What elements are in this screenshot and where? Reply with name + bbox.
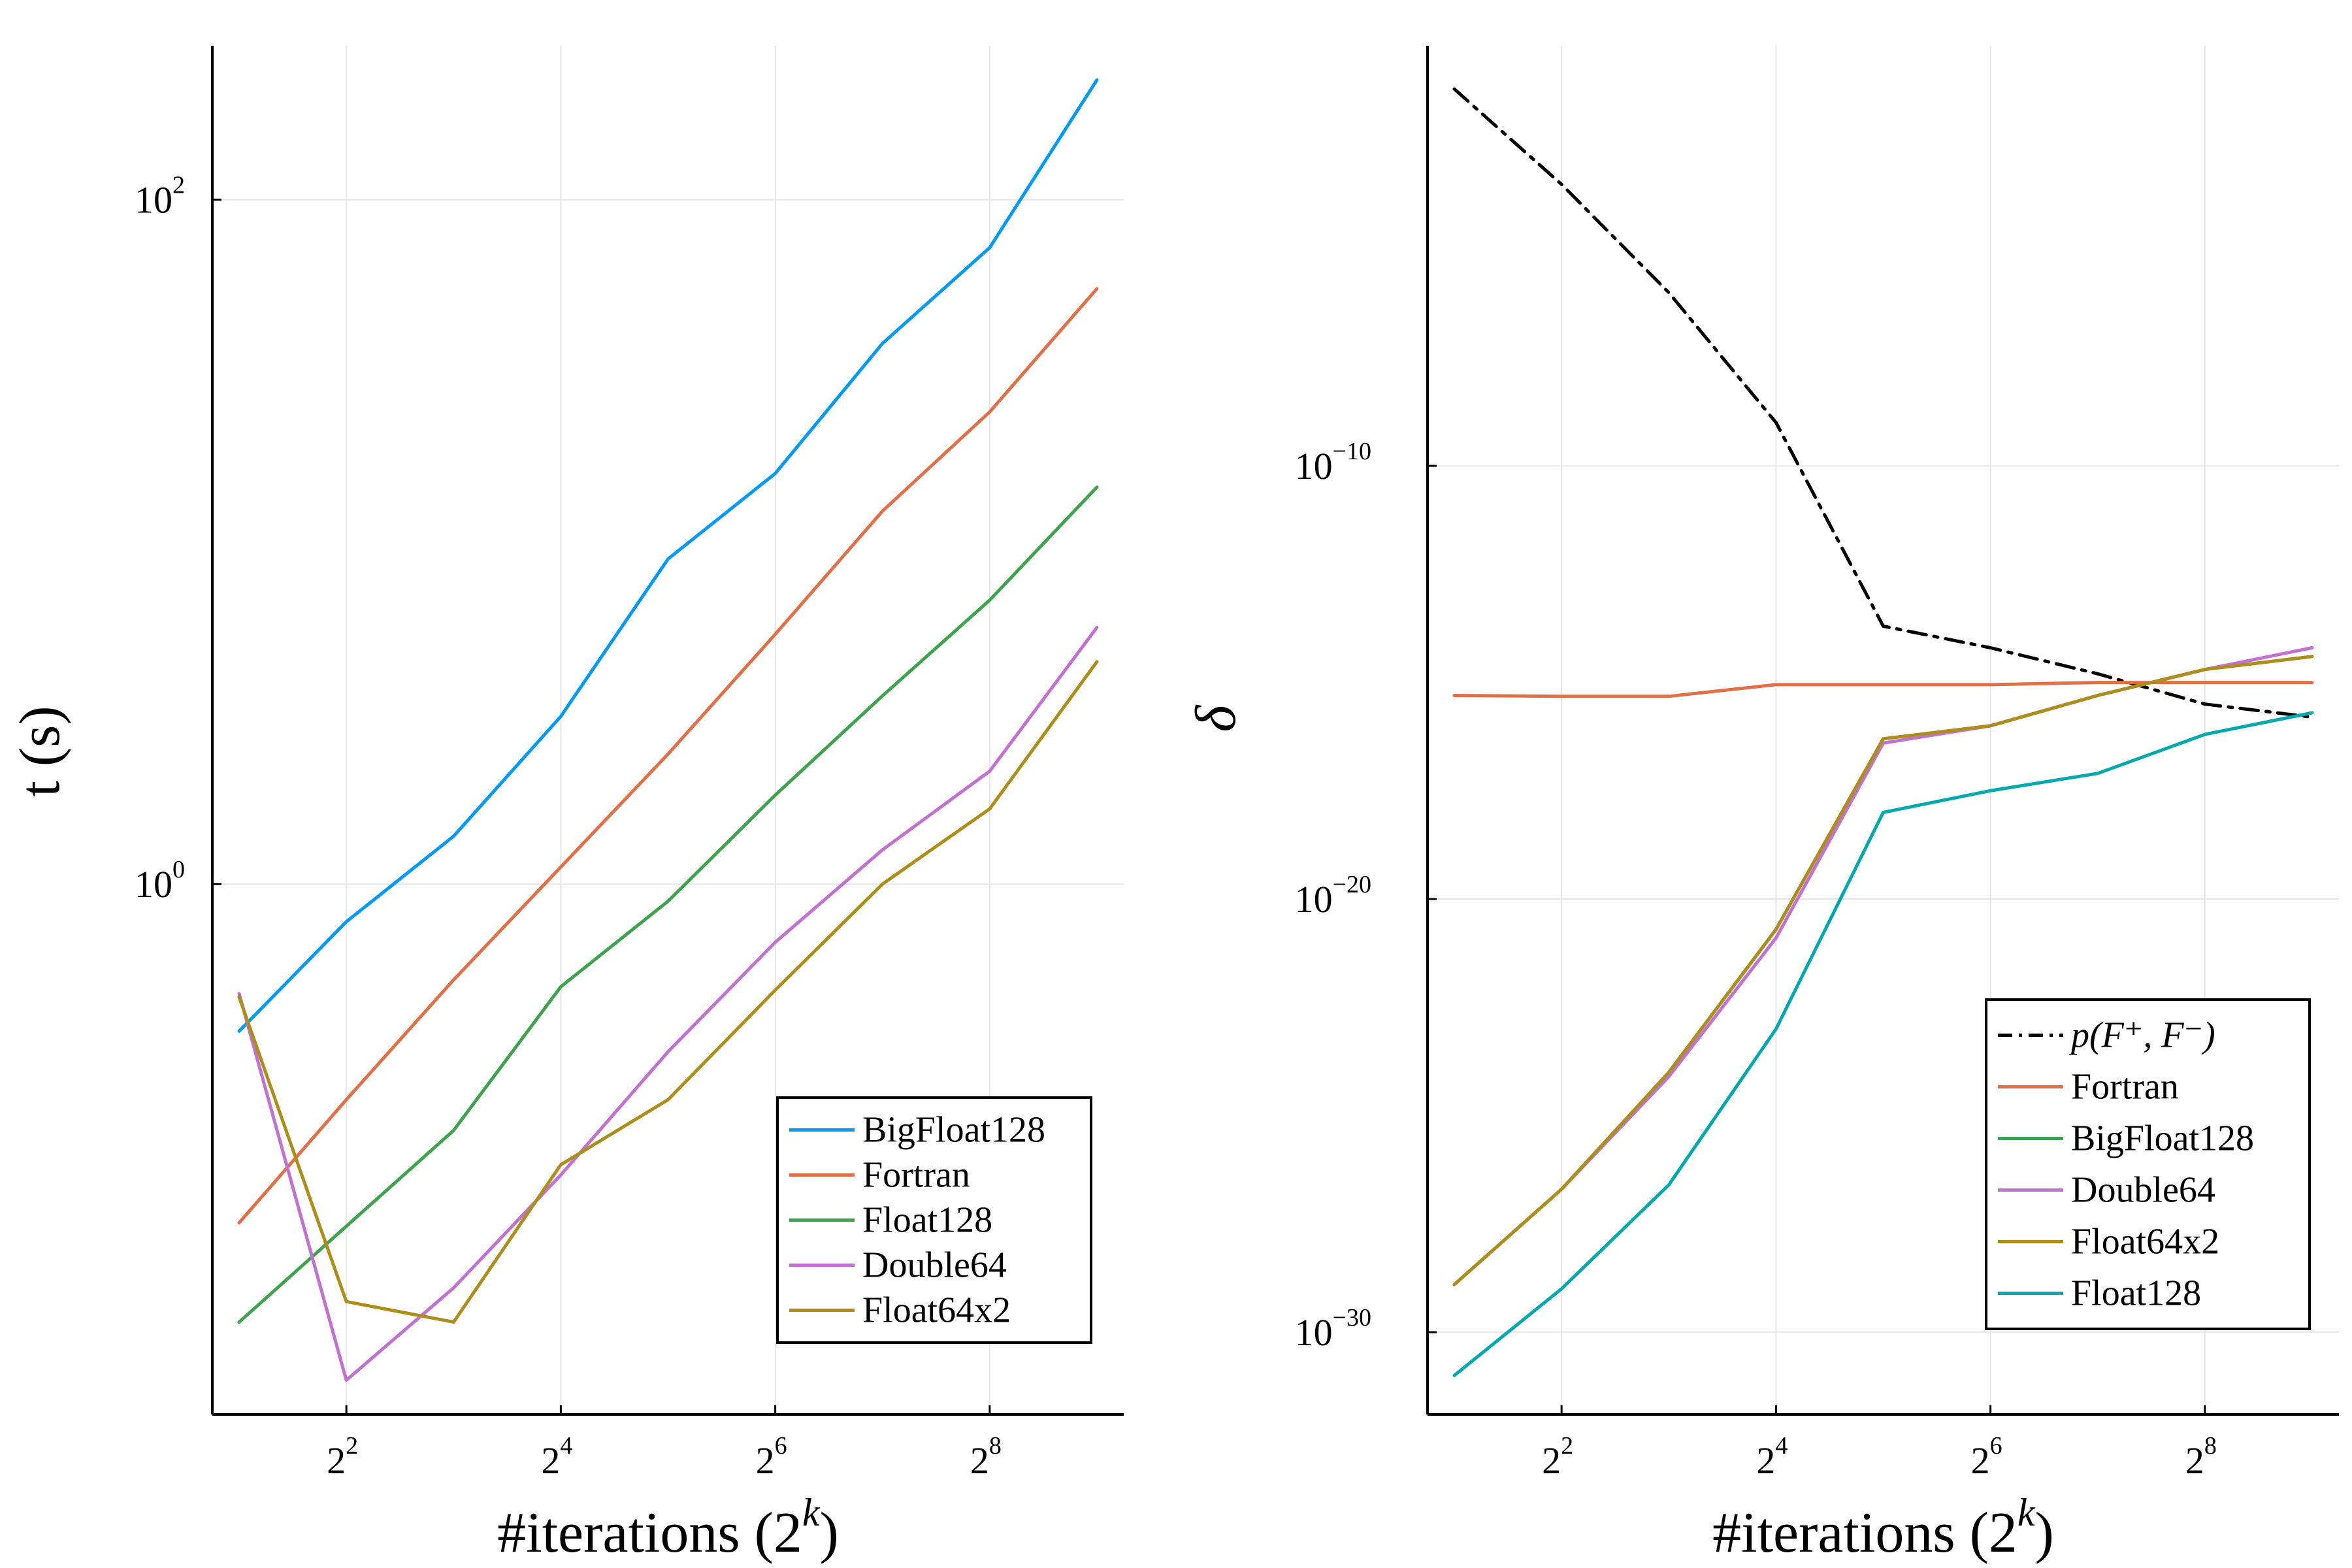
legend-label: Float64x2 <box>2071 1222 2219 1262</box>
x-axis-label: #iterations (2k) <box>1712 1491 2054 1565</box>
legend-label: BigFloat128 <box>862 1110 1045 1151</box>
series-line-float128 <box>237 485 1099 1324</box>
chart-panel-2: 22 24 26 28 10−30 10−20 10−10 #iterations (2k) δ… <box>1184 46 2339 1565</box>
series-line-double64 <box>237 625 1099 1382</box>
legend-label: Double64 <box>2071 1170 2215 1211</box>
x-tick-label: 26 <box>756 1432 787 1482</box>
legend-label: Float64x2 <box>862 1290 1011 1331</box>
legend-label: p(F⁺, F⁻) <box>2068 1015 2215 1056</box>
x-tick-label: 26 <box>1971 1432 2002 1482</box>
x-tick-label: 22 <box>1542 1432 1573 1482</box>
series-line-p-f-f- <box>1452 87 2314 719</box>
y-tick-label: 100 <box>135 856 185 906</box>
y-tick-label: 102 <box>135 172 185 221</box>
x-tick-label: 24 <box>1756 1432 1788 1482</box>
legend-label: Double64 <box>862 1245 1007 1286</box>
legend-box <box>1985 998 2311 1330</box>
legend: BigFloat128FortranFloat128Double64Float6… <box>776 1096 1092 1344</box>
y-tick-label: 10−30 <box>1295 1304 1371 1354</box>
legend-label: Fortran <box>862 1155 970 1196</box>
x-tick-label: 22 <box>327 1432 358 1482</box>
legend-label: Float128 <box>862 1200 992 1241</box>
legend-label: Fortran <box>2071 1067 2179 1107</box>
x-tick-label: 28 <box>2185 1432 2217 1482</box>
chart-panel-1: 22 24 26 28 100 102 #iterations (2k) t (s) BigFl… <box>8 46 1124 1565</box>
series-line-fortran <box>1452 681 2314 698</box>
legend-label: Float128 <box>2071 1273 2201 1314</box>
y-tick-label: 10−10 <box>1295 438 1371 487</box>
series-line-float64x2 <box>1452 655 2314 1286</box>
y-axis-label: t (s) <box>8 706 72 796</box>
legend-label: BigFloat128 <box>2071 1119 2254 1159</box>
y-tick-label: 10−20 <box>1295 871 1371 921</box>
series-line-float64x2 <box>237 660 1099 1324</box>
x-tick-label: 24 <box>541 1432 572 1482</box>
x-tick-label: 28 <box>970 1432 1002 1482</box>
legend: p(F⁺, F⁻) Fortran BigFloat128 Double64 Float… <box>1985 998 2311 1330</box>
series-line-fortran <box>237 287 1099 1225</box>
y-axis-label: δ <box>1184 704 1248 732</box>
x-axis-label: #iterations (2k) <box>497 1491 839 1565</box>
series-line-bigfloat128 <box>237 78 1099 1033</box>
series-line-float128 <box>1452 711 2314 1377</box>
